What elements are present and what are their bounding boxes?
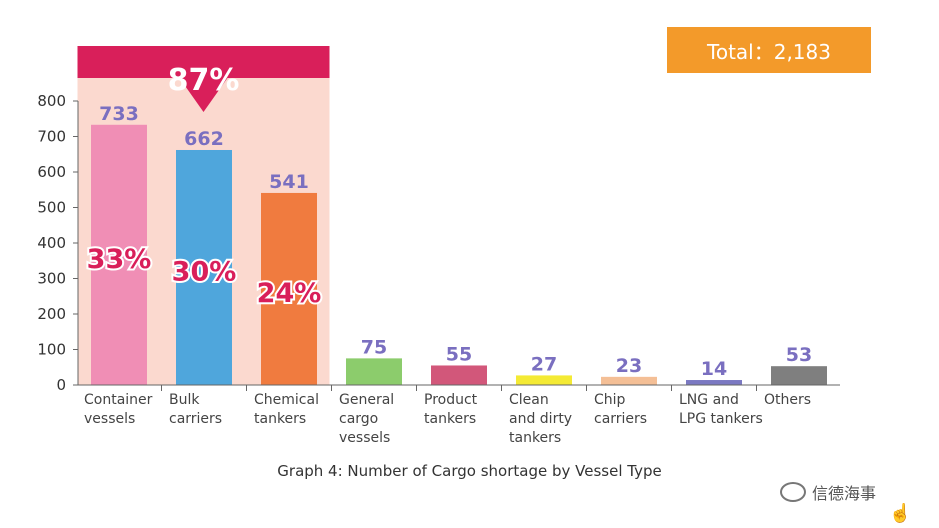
data-label: 27: [531, 353, 557, 375]
total-badge: Total：2,183: [667, 27, 871, 73]
highlight-percent-label: 87%: [168, 63, 240, 98]
data-label: 14: [701, 358, 727, 380]
y-tick-label: 100: [37, 341, 66, 359]
y-tick-label: 400: [37, 234, 66, 252]
x-tick-label: Bulk carriers: [169, 392, 222, 427]
percent-label: 30%: [172, 256, 237, 287]
hand-cursor-icon: ☝: [889, 503, 912, 523]
data-label: 53: [786, 344, 812, 366]
x-tick-label: Product tankers: [424, 392, 478, 427]
x-tick-label: Chip carriers: [594, 392, 647, 427]
percent-label: 33%: [87, 244, 152, 275]
y-tick-label: 500: [37, 199, 66, 217]
bar: [686, 380, 742, 385]
bar: [601, 376, 657, 385]
bar: [261, 192, 317, 385]
data-label: 541: [269, 171, 309, 193]
wechat-icon: [780, 482, 806, 502]
y-tick-label: 600: [37, 163, 66, 181]
data-label: 55: [446, 343, 472, 365]
x-tick-label: General cargo vessels: [339, 392, 394, 446]
x-tick-label: Clean and dirty tankers: [509, 392, 572, 446]
x-tick-label: Container vessels: [84, 392, 153, 427]
y-tick-label: 700: [37, 128, 66, 146]
x-tick-label: Others: [764, 392, 811, 408]
total-label: Total：2,183: [707, 39, 831, 64]
y-tick-label: 0: [56, 376, 66, 394]
data-label: 662: [184, 128, 224, 150]
watermark: 信德海事: [780, 480, 876, 504]
bar: [771, 366, 827, 385]
chart-caption: Graph 4: Number of Cargo shortage by Ves…: [277, 462, 662, 480]
percent-label: 24%: [257, 278, 322, 309]
watermark-text: 信德海事: [812, 484, 877, 503]
bar: [431, 365, 487, 385]
y-tick-label: 200: [37, 305, 66, 323]
highlight-banner: [77, 46, 330, 112]
bar: [516, 375, 572, 385]
data-label: 733: [99, 103, 139, 125]
bar: [346, 358, 402, 385]
x-tick-label: LNG and LPG tankers: [679, 392, 763, 427]
bar: [176, 149, 232, 385]
x-tick-label: Chemical tankers: [254, 392, 319, 427]
bar: [91, 124, 147, 385]
data-label: 75: [361, 336, 387, 358]
y-tick-label: 800: [37, 92, 66, 110]
data-label: 23: [616, 355, 642, 377]
y-tick-label: 300: [37, 270, 66, 288]
